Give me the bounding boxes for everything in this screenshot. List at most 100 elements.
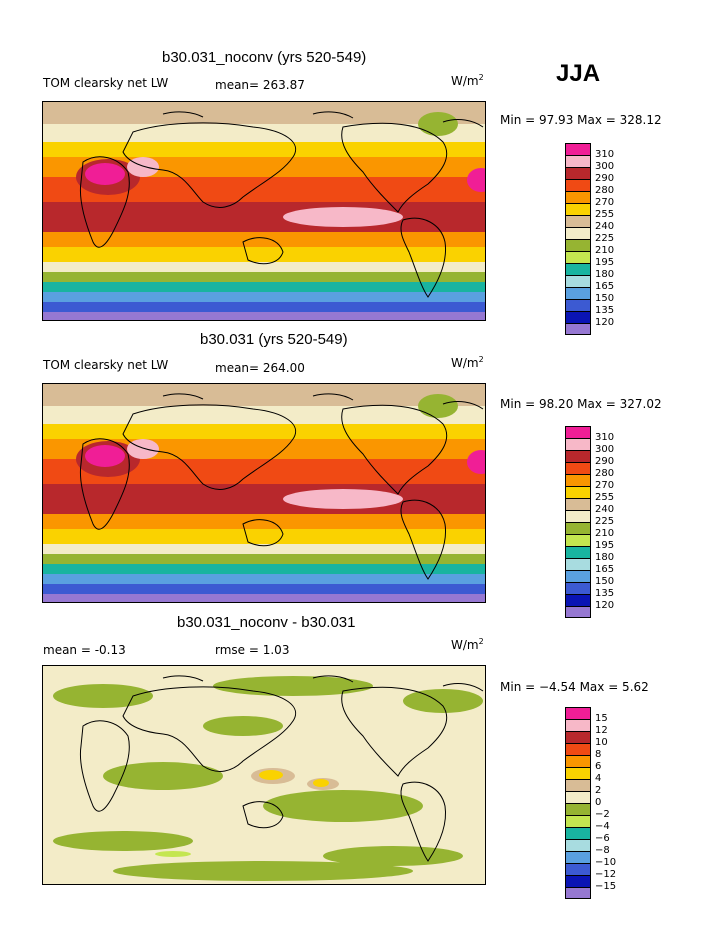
legend-swatch	[565, 546, 591, 558]
map-anomaly	[155, 851, 191, 857]
map-anomaly	[259, 770, 283, 780]
legend-row: 150	[565, 570, 615, 587]
map-green-patch	[113, 861, 413, 881]
legend-row: −4	[565, 815, 615, 832]
map-band	[43, 272, 485, 282]
map-blob	[283, 207, 403, 227]
legend-tick-label: 255	[595, 492, 615, 503]
panel-2-map	[42, 383, 486, 603]
legend-swatch	[565, 251, 591, 263]
legend-tick-label: −15	[595, 881, 617, 892]
panel-1-minmax: Min = 97.93 Max = 328.12	[500, 113, 662, 127]
legend-swatch	[565, 803, 591, 815]
legend-row: 310	[565, 426, 615, 443]
legend-row: 4	[565, 767, 615, 784]
legend-tick-label: 210	[595, 245, 615, 256]
map-band	[43, 232, 485, 247]
legend-tick-label: 150	[595, 293, 615, 304]
map-band	[43, 484, 485, 514]
map-band	[43, 302, 485, 312]
legend-tick-label: 150	[595, 576, 615, 587]
map-band	[43, 529, 485, 544]
legend-tick-label: −2	[595, 809, 610, 820]
season-label: JJA	[556, 60, 601, 87]
legend-row: 255	[565, 203, 615, 220]
legend-row: 120	[565, 311, 615, 328]
legend-tick-label: 255	[595, 209, 615, 220]
legend-swatch	[565, 287, 591, 299]
coastline	[442, 401, 484, 410]
map-band	[43, 406, 485, 424]
map-band	[43, 292, 485, 302]
panel-1-field-label: TOM clearsky net LW	[43, 76, 169, 90]
map-band	[43, 202, 485, 232]
map-band	[43, 594, 485, 602]
legend-swatch	[565, 510, 591, 522]
legend-tick-label: 240	[595, 221, 615, 232]
panel-2-map-svg	[43, 384, 485, 602]
map-hotspot	[467, 450, 485, 474]
coastline	[312, 675, 354, 683]
legend-tick-label: 225	[595, 516, 615, 527]
legend-swatch	[565, 594, 591, 606]
legend-row: 255	[565, 486, 615, 503]
panel-1-legend: 310 300 290 280 270 255 240 225 210 195 180 165 150 1…	[565, 143, 615, 335]
legend-row: 15	[565, 707, 615, 724]
legend-row	[565, 606, 615, 618]
legend-tick-label: 10	[595, 737, 608, 748]
coastline	[400, 499, 447, 580]
panel-1-map-svg	[43, 102, 485, 320]
legend-swatch	[565, 791, 591, 803]
map-green-patch	[263, 790, 423, 822]
legend-row: 10	[565, 731, 615, 748]
legend-swatch	[565, 887, 591, 899]
legend-row: 310	[565, 143, 615, 160]
legend-swatch	[565, 839, 591, 851]
legend-row: 210	[565, 522, 615, 539]
map-green-patch	[213, 676, 373, 696]
legend-row: 270	[565, 474, 615, 491]
legend-row: −15	[565, 875, 616, 892]
legend-tick-label: 135	[595, 588, 615, 599]
coastline	[122, 404, 296, 490]
legend-row: 290	[565, 450, 615, 467]
panel-3-map-svg	[43, 666, 485, 884]
legend-swatch	[565, 570, 591, 582]
map-green-patch	[103, 762, 223, 790]
panel-2-field-label: TOM clearsky net LW	[43, 358, 169, 372]
legend-row: 300	[565, 155, 615, 172]
legend-row: −6	[565, 827, 615, 844]
panel-1-mean: mean= 263.87	[215, 78, 305, 92]
legend-tick-label: 8	[595, 749, 602, 760]
map-greenland	[418, 394, 458, 418]
legend-row: 6	[565, 755, 615, 772]
legend-swatch	[565, 755, 591, 767]
map-greenland	[418, 112, 458, 136]
legend-tick-label: 6	[595, 761, 602, 772]
legend-row: −10	[565, 851, 616, 868]
coastline	[341, 404, 448, 495]
map-hotspot	[467, 168, 485, 192]
coastline	[162, 675, 204, 682]
legend-tick-label: 120	[595, 317, 615, 328]
map-band	[43, 142, 485, 157]
legend-tick-label: 280	[595, 468, 615, 479]
legend-row: 180	[565, 263, 615, 280]
legend-row: 240	[565, 215, 615, 232]
legend-row: −2	[565, 803, 615, 820]
panel-3-title: b30.031_noconv - b30.031	[177, 614, 356, 631]
map-band	[43, 102, 485, 124]
panel-3-mean: mean = -0.13	[43, 643, 126, 657]
legend-tick-label: −8	[595, 845, 610, 856]
legend-swatch	[565, 731, 591, 743]
coastline	[400, 217, 447, 298]
legend-tick-label: 180	[595, 552, 615, 563]
legend-swatch	[565, 438, 591, 450]
map-band	[43, 514, 485, 529]
coastline	[79, 156, 130, 248]
panel-2-units: W/m2	[451, 355, 484, 370]
map-band	[43, 554, 485, 564]
legend-row: 2	[565, 779, 615, 796]
legend-tick-label: 165	[595, 564, 615, 575]
coastline	[79, 720, 130, 812]
